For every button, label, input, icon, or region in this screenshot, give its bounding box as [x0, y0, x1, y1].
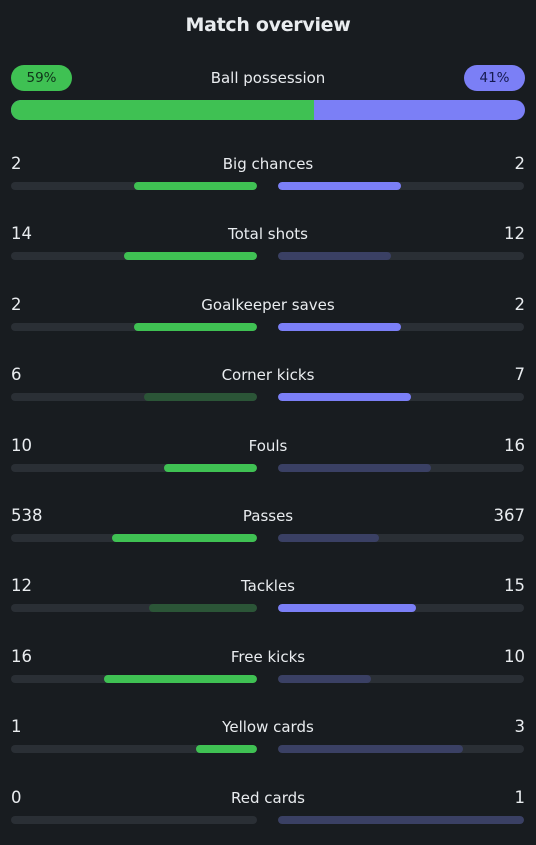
possession-label: Ball possession [210, 69, 326, 87]
stat-row: 0 Red cards 1 [11, 788, 525, 828]
away-bar-track [278, 322, 524, 331]
home-bar-track [11, 393, 257, 402]
home-bar-fill [143, 393, 257, 402]
away-bar-fill [278, 534, 379, 542]
possession-bar [11, 100, 525, 120]
away-value: 12 [504, 224, 525, 244]
home-value: 2 [11, 154, 22, 173]
home-bar-track [11, 534, 257, 542]
away-value: 10 [504, 646, 525, 666]
home-value: 538 [11, 506, 43, 525]
stat-label: Passes [242, 507, 294, 525]
away-possession-badge: 41% [464, 65, 525, 91]
away-bar-fill [278, 463, 431, 472]
home-bar-track [11, 604, 257, 613]
away-value: 2 [514, 154, 526, 173]
home-bar-fill [148, 604, 257, 613]
away-value: 3 [514, 717, 526, 737]
away-bar-fill [278, 182, 401, 190]
home-bar-fill [195, 745, 257, 754]
home-bar-track [11, 463, 257, 472]
away-bar-fill [278, 604, 416, 613]
away-value: 7 [514, 365, 526, 385]
possession-header: 59% Ball possession 41% [11, 65, 525, 91]
home-bar-track [11, 674, 257, 683]
away-bar-track [278, 463, 524, 472]
away-bar-track [278, 674, 524, 683]
stat-row: 16 Free kicks 10 [11, 647, 525, 687]
home-value: 12 [11, 576, 32, 596]
home-possession-badge: 59% [11, 65, 72, 91]
page-title: Match overview [185, 14, 351, 36]
home-bar-fill [124, 252, 257, 261]
stat-label: Fouls [248, 436, 288, 455]
stat-row: 14 Total shots 12 [11, 224, 525, 264]
away-bar-fill [278, 674, 372, 683]
stat-row: 1 Yellow cards 3 [11, 717, 525, 757]
possession-bar-home [11, 100, 315, 120]
home-bar-fill [104, 674, 257, 683]
stat-label: Free kicks [230, 647, 306, 666]
stat-label: Tackles [240, 577, 296, 596]
home-bar-track [11, 182, 257, 190]
stat-row: 2 Goalkeeper saves 2 [11, 295, 525, 335]
home-bar-fill [163, 463, 257, 472]
home-bar-fill [111, 534, 257, 542]
away-bar-track [278, 815, 524, 824]
home-bar-track [11, 322, 257, 331]
home-bar-track [11, 252, 257, 261]
away-value: 2 [514, 294, 526, 314]
stat-row: 2 Big chances 2 [11, 154, 525, 194]
stat-row: 10 Fouls 16 [11, 436, 525, 476]
stat-label: Red cards [231, 788, 305, 807]
away-bar-fill [278, 393, 411, 402]
home-bar-track [11, 815, 257, 824]
home-value: 14 [11, 224, 32, 244]
away-bar-track [278, 604, 524, 613]
stat-label: Big chances [222, 155, 314, 173]
home-bar-fill [134, 182, 257, 190]
stat-label: Corner kicks [221, 366, 315, 385]
away-bar-fill [278, 322, 401, 331]
away-bar-track [278, 393, 524, 402]
stat-label: Total shots [228, 225, 308, 244]
away-bar-fill [278, 252, 392, 261]
stat-row: 6 Corner kicks 7 [11, 365, 525, 405]
stat-row: 12 Tackles 15 [11, 576, 525, 616]
away-bar-fill [278, 745, 463, 754]
home-value: 16 [11, 646, 32, 666]
home-value: 10 [11, 435, 32, 455]
home-value: 6 [11, 365, 22, 385]
away-bar-track [278, 534, 524, 542]
stat-row: 538 Passes 367 [11, 506, 525, 546]
stat-label: Yellow cards [222, 718, 314, 737]
away-value: 16 [504, 435, 525, 455]
home-value: 0 [11, 787, 22, 807]
away-bar-fill [278, 815, 524, 824]
away-bar-track [278, 182, 524, 190]
away-bar-track [278, 745, 524, 754]
away-value: 367 [493, 506, 526, 525]
away-value: 1 [514, 787, 526, 807]
home-value: 1 [11, 717, 22, 737]
stat-label: Goalkeeper saves [201, 295, 335, 314]
away-bar-track [278, 252, 524, 261]
away-value: 15 [504, 576, 525, 596]
home-value: 2 [11, 294, 22, 314]
home-bar-fill [134, 322, 257, 331]
home-bar-track [11, 745, 257, 754]
